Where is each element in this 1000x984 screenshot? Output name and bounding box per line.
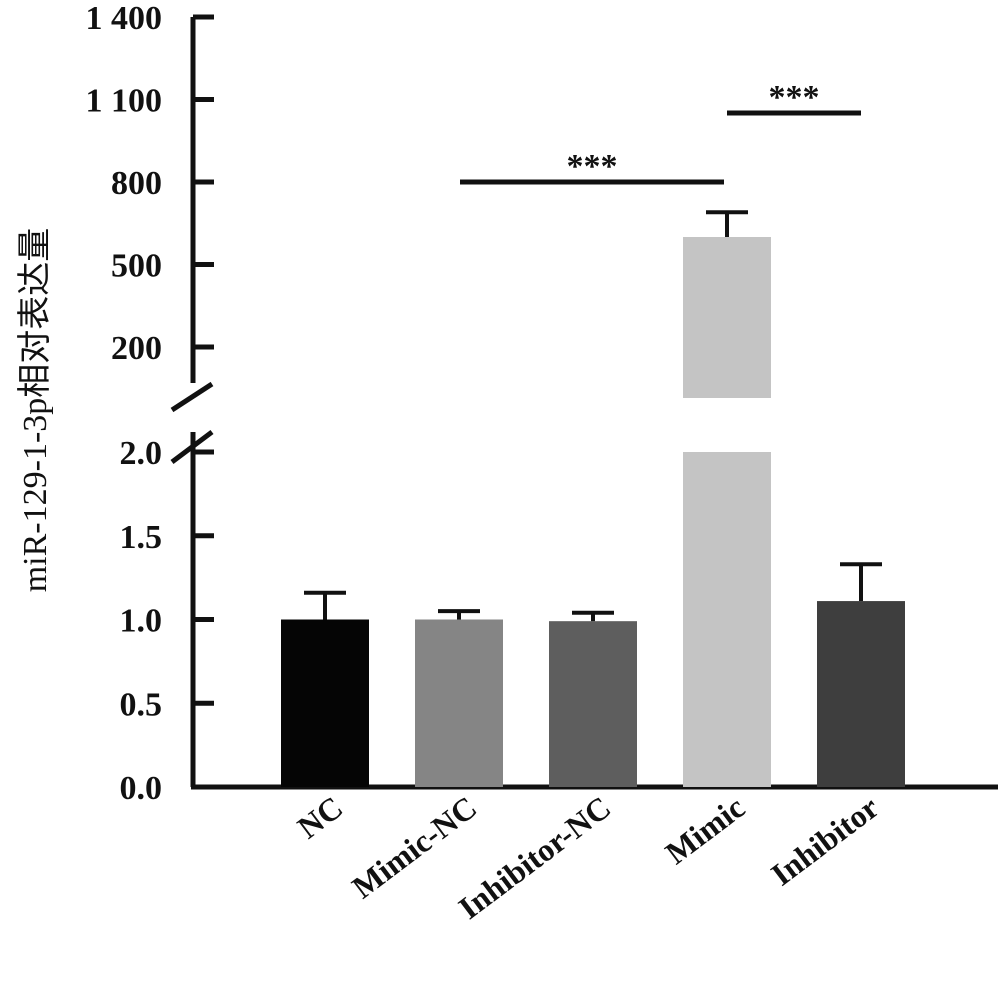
y-axis-label: miR-129-1-3p相对表达量 — [16, 228, 54, 593]
y-tick-label: 1.5 — [120, 519, 163, 556]
significance-markers: *** *** — [460, 79, 861, 185]
y-tick-label: 1 400 — [86, 0, 163, 37]
y-tick-label: 0.0 — [120, 770, 163, 807]
bar-3 — [683, 237, 771, 398]
bar-4 — [817, 601, 905, 787]
significance-label: *** — [769, 79, 820, 116]
y-tick-label: 1.0 — [120, 603, 163, 640]
bar-2 — [549, 621, 637, 787]
y-tick-label: 0.5 — [120, 686, 163, 723]
y-tick-label: 2.0 — [120, 435, 163, 472]
y-tick-label: 500 — [111, 248, 162, 285]
category-label: Mimic — [659, 789, 752, 871]
bar-3 — [683, 452, 771, 787]
tick-labels: 0.0 0.5 1.0 1.5 2.0 200 500 800 1 100 1 400 — [86, 0, 163, 807]
significance-label: *** — [567, 148, 618, 185]
category-label: NC — [291, 789, 350, 846]
axis-break-mark — [170, 381, 214, 413]
y-tick-label: 200 — [111, 330, 162, 367]
y-tick-label: 800 — [111, 165, 162, 202]
y-tick-label: 1 100 — [86, 83, 163, 120]
bars — [281, 210, 905, 787]
category-label: Mimic-NC — [345, 789, 483, 905]
bar-1 — [415, 619, 503, 787]
axis-break-mark — [170, 430, 214, 464]
category-label: Inhibitor — [764, 789, 885, 893]
bar-0 — [281, 619, 369, 787]
